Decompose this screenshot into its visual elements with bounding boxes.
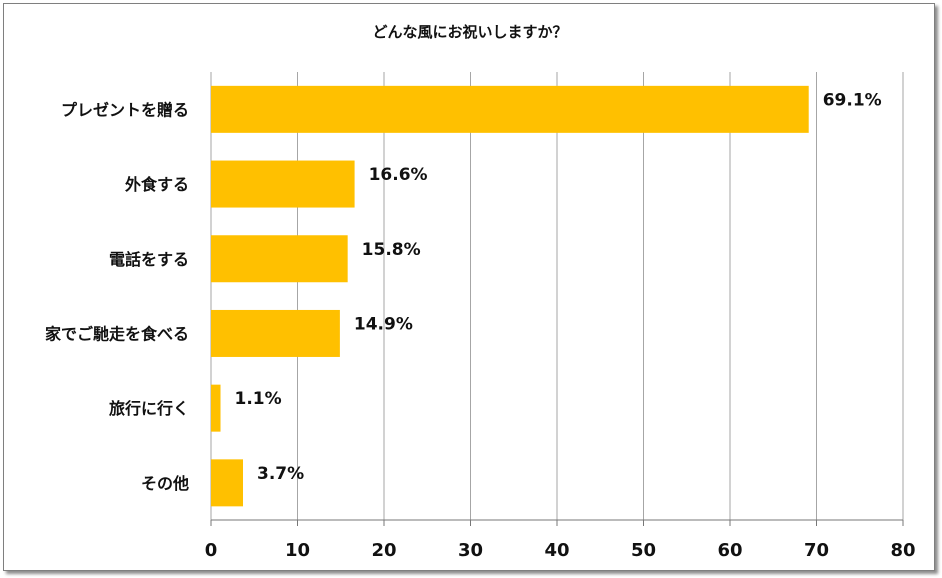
bar [211,309,340,357]
value-label: 3.7% [257,464,304,484]
chart-title: どんな風にお祝いしますか？ [372,23,567,41]
category-label: 旅行に行く [109,399,189,418]
x-tick-label: 30 [458,540,483,561]
value-label: 1.1% [235,389,282,409]
x-tick-label: 50 [631,540,656,561]
x-tick-label: 20 [371,540,396,561]
bar [211,459,244,507]
x-tick-label: 70 [804,540,829,561]
x-tick-label: 10 [285,540,310,561]
category-label: その他 [141,474,189,493]
category-label: 家でご馳走を食べる [45,324,189,343]
bar [211,160,355,208]
x-tick-label: 0 [205,540,218,561]
value-label: 15.8% [362,240,421,260]
grid-lines [210,72,904,526]
x-tick-label: 40 [544,540,569,561]
bars [211,85,809,507]
value-labels: 69.1% 16.6% 15.8% 14.9% 1.1% 3.7% [235,90,882,484]
value-label: 14.9% [354,314,413,334]
bar [211,235,348,283]
category-label: 外食する [124,175,189,194]
x-tick-label: 80 [890,540,915,561]
x-axis-ticks: 0 10 20 30 40 50 60 70 80 [205,540,916,561]
x-tick-label: 60 [717,540,742,561]
category-label: プレゼントを贈る [61,100,189,119]
category-label: 電話をする [109,250,189,269]
value-label: 16.6% [369,165,428,185]
value-label: 69.1% [823,90,882,110]
bar [211,384,221,432]
bar [211,85,809,133]
